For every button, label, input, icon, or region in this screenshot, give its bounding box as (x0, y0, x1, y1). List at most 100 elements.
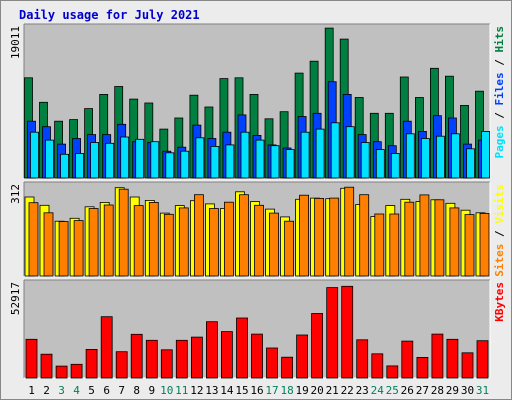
bottom-legend: KBytes (493, 282, 506, 322)
x-tick-label: 22 (341, 384, 354, 397)
top-bar-pages (450, 133, 460, 179)
top-bar-pages (315, 128, 325, 179)
x-tick-label: 13 (205, 384, 218, 397)
bottom-bar-kbytes (40, 353, 53, 379)
top-legend-item: Pages (493, 125, 506, 158)
bottom-bar-kbytes (341, 285, 354, 379)
middle-bar-sites (133, 205, 144, 277)
bottom-bar-kbytes (476, 340, 489, 379)
x-tick-label: 19 (295, 384, 308, 397)
x-tick-label: 10 (160, 384, 173, 397)
top-bar-pages (240, 131, 250, 179)
middle-ymax-label: 312 (9, 184, 22, 204)
x-tick-label: 17 (265, 384, 278, 397)
bottom-bar-kbytes (115, 351, 128, 379)
chart-title: Daily usage for July 2021 (19, 8, 200, 22)
top-bar-pages (390, 153, 400, 179)
x-tick-label: 31 (476, 384, 489, 397)
top-bar-pages (375, 149, 385, 179)
bottom-bar-kbytes (461, 352, 474, 379)
top-bar-pages (481, 130, 490, 179)
x-tick-label: 1 (28, 384, 35, 397)
x-tick-label: 11 (175, 384, 188, 397)
bottom-bar-kbytes (25, 338, 38, 379)
x-tick-label: 15 (235, 384, 248, 397)
middle-bar-sites (419, 194, 430, 277)
middle-legend-item: Visits (493, 184, 506, 224)
middle-bar-sites (404, 201, 415, 277)
bottom-bar-kbytes (160, 349, 173, 379)
middle-bar-sites (359, 194, 370, 277)
bottom-bar-kbytes (311, 313, 324, 379)
middle-bar-sites (178, 207, 189, 277)
bottom-bar-kbytes (236, 317, 248, 379)
top-bar-pages (120, 136, 130, 179)
x-tick-label: 28 (431, 384, 444, 397)
x-tick-label: 12 (190, 384, 203, 397)
top-legend-item: Files (493, 72, 506, 105)
middle-panel: 312 Sites / Visits (9, 181, 506, 277)
middle-bar-sites (314, 197, 325, 277)
x-tick-label: 20 (310, 384, 323, 397)
top-bar-pages (255, 139, 265, 179)
middle-bar-sites (43, 212, 54, 277)
middle-bar-sites (389, 213, 400, 277)
middle-bar-sites (464, 214, 475, 277)
x-tick-label: 23 (356, 384, 369, 397)
bottom-bar-kbytes (401, 340, 414, 379)
bottom-bar-kbytes (220, 331, 233, 379)
middle-bar-sites (148, 201, 159, 277)
bottom-bar-kbytes (205, 321, 218, 379)
x-tick-label: 30 (461, 384, 474, 397)
top-bar-pages (285, 149, 295, 179)
bottom-bar-kbytes (386, 365, 399, 379)
middle-bar-sites (479, 212, 490, 277)
bottom-bar-kbytes (416, 356, 429, 379)
x-tick-label: 2 (43, 384, 50, 397)
top-bar-pages (435, 135, 445, 179)
top-bar-pages (30, 131, 39, 179)
bottom-bar-kbytes (326, 287, 339, 379)
middle-bar-sites (73, 220, 84, 277)
x-tick-label: 4 (73, 384, 80, 397)
top-bar-pages (225, 144, 235, 179)
x-tick-label: 5 (88, 384, 95, 397)
x-tick-label: 6 (103, 384, 110, 397)
middle-bar-sites (299, 194, 310, 277)
x-tick-label: 21 (326, 384, 339, 397)
bottom-bar-kbytes (190, 336, 203, 379)
bottom-bar-kbytes (130, 333, 143, 379)
bottom-bar-kbytes (175, 339, 188, 379)
x-tick-label: 16 (250, 384, 263, 397)
bottom-bar-kbytes (55, 365, 68, 379)
bottom-bar-kbytes (266, 347, 278, 379)
middle-bar-sites (374, 213, 385, 277)
x-tick-label: 14 (220, 384, 234, 397)
bottom-bar-kbytes (70, 363, 83, 379)
top-bar-pages (405, 133, 415, 179)
middle-bar-sites (329, 197, 340, 277)
top-panel: 19011 Pages / Files / Hits (9, 23, 506, 179)
bottom-bar-kbytes (145, 339, 158, 379)
top-ymax-label: 19011 (9, 26, 22, 59)
bottom-bar-kbytes (446, 338, 459, 379)
bottom-bar-kbytes (296, 334, 309, 379)
middle-bar-sites (269, 212, 279, 277)
top-bar-pages (330, 122, 340, 179)
top-bar-pages (75, 153, 84, 179)
middle-bar-sites (28, 202, 39, 277)
top-bar-pages (210, 145, 220, 179)
top-bar-pages (60, 153, 69, 179)
middle-legend-item: Sites (493, 244, 506, 277)
bottom-bar-kbytes (100, 316, 113, 379)
middle-bar-sites (449, 207, 460, 277)
top-bar-pages (180, 150, 190, 179)
top-legend-item: / (493, 106, 506, 126)
x-tick-label: 29 (446, 384, 459, 397)
x-tick-label: 9 (148, 384, 155, 397)
top-bar-pages (270, 145, 280, 179)
bottom-bar-kbytes (356, 339, 369, 379)
top-bar-pages (195, 137, 205, 179)
middle-bar-sites (208, 208, 219, 277)
top-bar-pages (345, 126, 355, 179)
